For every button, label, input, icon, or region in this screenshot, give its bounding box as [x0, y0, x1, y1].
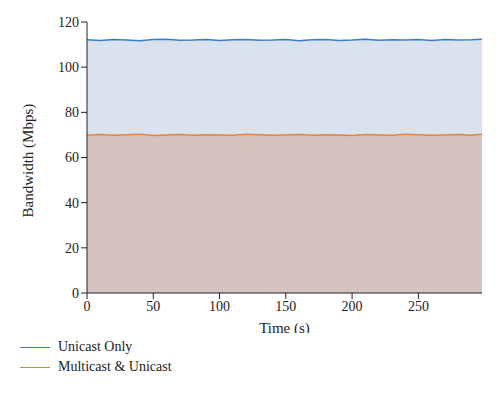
svg-text:100: 100	[58, 60, 79, 75]
svg-text:200: 200	[342, 299, 363, 314]
svg-text:150: 150	[275, 299, 296, 314]
svg-text:Bandwidth (Mbps): Bandwidth (Mbps)	[20, 104, 37, 218]
svg-text:40: 40	[65, 196, 79, 211]
svg-text:60: 60	[65, 150, 79, 165]
svg-text:250: 250	[408, 299, 429, 314]
svg-text:Time (s): Time (s)	[259, 320, 310, 333]
svg-text:0: 0	[72, 286, 79, 301]
svg-text:100: 100	[209, 299, 230, 314]
svg-text:20: 20	[65, 241, 79, 256]
svg-text:120: 120	[58, 15, 79, 30]
svg-text:80: 80	[65, 105, 79, 120]
html-text:Unicast Only: Unicast Only	[58, 339, 133, 354]
html-text:Multicast & Unicast: Multicast & Unicast	[58, 359, 172, 374]
svg-text:50: 50	[146, 299, 160, 314]
svg-text:0: 0	[84, 299, 91, 314]
